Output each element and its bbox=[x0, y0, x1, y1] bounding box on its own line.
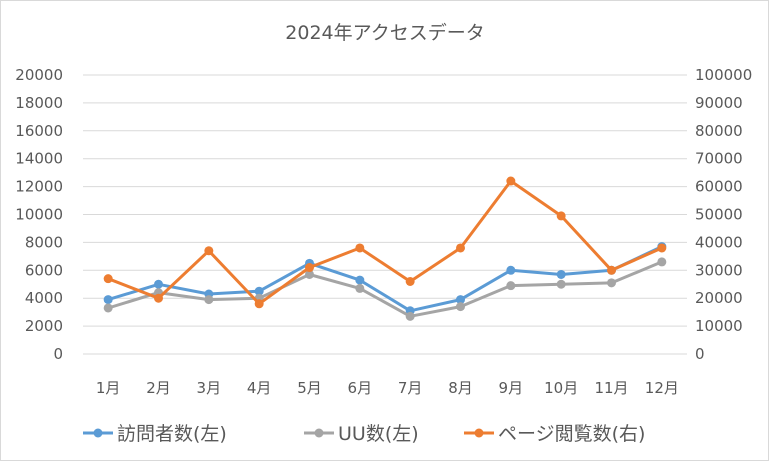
legend-marker-1 bbox=[314, 428, 324, 438]
x-tick-label: 1月 bbox=[96, 379, 121, 397]
x-tick-label: 10月 bbox=[544, 379, 578, 397]
data-point bbox=[154, 279, 163, 289]
data-point bbox=[103, 274, 113, 284]
series-line-1 bbox=[107, 260, 663, 318]
data-point bbox=[405, 311, 415, 321]
data-point bbox=[204, 246, 214, 256]
data-point bbox=[506, 281, 516, 291]
series-line-2 bbox=[107, 179, 663, 306]
y-left-tick-label: 2000 bbox=[25, 317, 63, 335]
legend: 訪問者数(左) UU数(左) ページ閲覧数(右) bbox=[83, 423, 645, 445]
y-left-tick-label: 12000 bbox=[15, 178, 63, 196]
data-point bbox=[556, 279, 566, 289]
data-point bbox=[103, 295, 113, 305]
x-tick-label: 2月 bbox=[146, 379, 171, 397]
x-tick-label: 3月 bbox=[197, 379, 222, 397]
y-left-tick-label: 18000 bbox=[15, 94, 63, 112]
y-left-tick-label: 14000 bbox=[15, 150, 63, 168]
data-point bbox=[305, 263, 314, 273]
x-tick-label: 8月 bbox=[448, 379, 473, 397]
series-lines bbox=[103, 176, 667, 321]
x-tick-label: 4月 bbox=[247, 379, 272, 397]
data-point bbox=[506, 176, 516, 186]
data-point bbox=[254, 299, 264, 309]
data-point bbox=[506, 265, 516, 275]
series-line-0 bbox=[107, 245, 663, 313]
y-axis-right: 0 10000 20000 30000 40000 50000 60000 70000 8000… bbox=[695, 66, 752, 363]
legend-label-2: ページ閲覧数(右) bbox=[498, 423, 645, 445]
y-left-tick-label: 4000 bbox=[25, 289, 63, 307]
x-axis: 1月 2月 3月 4月 5月 6月 7月 8月 9月 10月 11月 12月 bbox=[96, 379, 679, 397]
y-right-tick-label: 40000 bbox=[695, 233, 743, 251]
x-tick-label: 7月 bbox=[398, 379, 423, 397]
y-right-tick-label: 90000 bbox=[695, 94, 743, 112]
data-point bbox=[305, 269, 314, 279]
gridlines bbox=[83, 74, 687, 355]
y-right-tick-label: 30000 bbox=[695, 261, 743, 279]
legend-label-0: 訪問者数(左) bbox=[117, 423, 227, 445]
x-tick-label: 12月 bbox=[645, 379, 679, 397]
y-left-tick-label: 10000 bbox=[15, 206, 63, 224]
y-right-tick-label: 20000 bbox=[695, 289, 743, 307]
data-point bbox=[355, 283, 365, 293]
data-point bbox=[154, 293, 163, 303]
data-point bbox=[657, 257, 667, 267]
x-tick-label: 5月 bbox=[297, 379, 322, 397]
data-point bbox=[657, 243, 667, 253]
x-tick-label: 11月 bbox=[594, 379, 628, 397]
y-right-tick-label: 80000 bbox=[695, 122, 743, 140]
y-right-tick-label: 60000 bbox=[695, 178, 743, 196]
data-point bbox=[103, 303, 113, 313]
x-tick-label: 9月 bbox=[499, 379, 524, 397]
y-left-tick-label: 6000 bbox=[25, 261, 63, 279]
data-point bbox=[456, 302, 465, 312]
y-right-tick-label: 70000 bbox=[695, 150, 743, 168]
legend-marker-2 bbox=[474, 428, 484, 438]
y-right-tick-label: 0 bbox=[695, 345, 705, 363]
data-point bbox=[556, 269, 566, 279]
chart-title: 2024年アクセスデータ bbox=[285, 22, 484, 44]
legend-marker-0 bbox=[93, 428, 103, 438]
data-point bbox=[254, 286, 264, 296]
data-point bbox=[607, 278, 616, 288]
x-tick-label: 6月 bbox=[348, 379, 373, 397]
y-right-tick-label: 10000 bbox=[695, 317, 743, 335]
y-left-tick-label: 8000 bbox=[25, 233, 63, 251]
y-axis-left: 0 2000 4000 6000 8000 10000 12000 14000 16000 180… bbox=[15, 66, 63, 363]
data-point bbox=[204, 295, 214, 305]
data-point bbox=[456, 243, 465, 253]
data-point bbox=[355, 243, 365, 253]
y-right-tick-label: 100000 bbox=[695, 66, 752, 84]
data-point bbox=[355, 275, 365, 285]
y-left-tick-label: 0 bbox=[53, 345, 63, 363]
data-point bbox=[556, 211, 566, 221]
y-left-tick-label: 16000 bbox=[15, 122, 63, 140]
data-point bbox=[456, 295, 465, 305]
data-point bbox=[607, 265, 616, 275]
data-point bbox=[405, 276, 415, 286]
legend-label-1: UU数(左) bbox=[338, 423, 419, 445]
y-right-tick-label: 50000 bbox=[695, 206, 743, 224]
y-left-tick-label: 20000 bbox=[15, 66, 63, 84]
